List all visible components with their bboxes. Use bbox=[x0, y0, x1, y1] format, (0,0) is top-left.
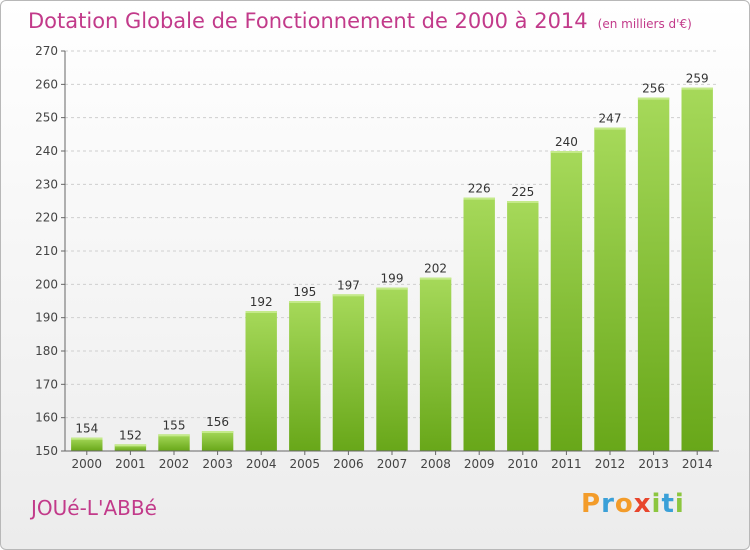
bar-highlight bbox=[594, 127, 626, 130]
y-tick-label: 180 bbox=[35, 344, 58, 358]
bar-highlight bbox=[158, 434, 190, 437]
x-tick-label: 2007 bbox=[377, 457, 408, 471]
y-tick-label: 220 bbox=[35, 211, 58, 225]
value-label: 156 bbox=[206, 415, 229, 429]
bar-highlight bbox=[245, 311, 277, 313]
y-tick-label: 250 bbox=[35, 111, 58, 125]
x-tick-label: 2010 bbox=[508, 457, 539, 471]
value-label: 240 bbox=[555, 135, 578, 149]
bar-2000 bbox=[71, 437, 103, 451]
x-tick-label: 2008 bbox=[420, 457, 451, 471]
x-tick-label: 2013 bbox=[638, 457, 669, 471]
bar-2014 bbox=[681, 87, 713, 452]
bar-highlight bbox=[332, 294, 365, 297]
x-tick-label: 2002 bbox=[159, 457, 190, 471]
bar-2001 bbox=[114, 444, 147, 451]
x-tick-label: 2009 bbox=[464, 457, 495, 471]
value-label: 225 bbox=[511, 185, 534, 199]
bar-highlight bbox=[681, 87, 713, 90]
x-tick-label: 2014 bbox=[682, 457, 713, 471]
y-tick-label: 190 bbox=[35, 311, 58, 325]
bar-highlight bbox=[114, 444, 147, 447]
value-label: 256 bbox=[642, 82, 665, 96]
value-label: 259 bbox=[686, 72, 709, 86]
y-tick-label: 230 bbox=[35, 177, 58, 191]
value-label: 199 bbox=[381, 272, 404, 286]
y-tick-label: 260 bbox=[35, 77, 58, 91]
y-tick-label: 210 bbox=[35, 244, 58, 258]
bar-2010 bbox=[507, 201, 539, 451]
y-tick-label: 170 bbox=[35, 377, 58, 391]
chart-title: Dotation Globale de Fonctionnement de 20… bbox=[28, 9, 692, 33]
bar-2006 bbox=[332, 294, 365, 451]
value-label: 195 bbox=[293, 285, 316, 299]
bar-highlight bbox=[550, 151, 583, 153]
x-tick-label: 2011 bbox=[551, 457, 582, 471]
value-label: 202 bbox=[424, 262, 447, 276]
x-tick-label: 2005 bbox=[290, 457, 321, 471]
bar-2005 bbox=[289, 301, 321, 451]
bar-2013 bbox=[637, 97, 670, 452]
x-tick-label: 2006 bbox=[333, 457, 364, 471]
bar-highlight bbox=[71, 437, 103, 440]
value-label: 192 bbox=[250, 295, 273, 309]
bar-highlight bbox=[637, 97, 670, 100]
chart-subtitle: (en milliers d'€) bbox=[597, 17, 692, 31]
value-label: 152 bbox=[119, 428, 142, 442]
bar-2004 bbox=[245, 311, 277, 451]
x-tick-label: 2000 bbox=[72, 457, 103, 471]
proxiti-logo: Proxiti bbox=[581, 489, 685, 519]
x-tick-label: 2001 bbox=[115, 457, 146, 471]
bar-2009 bbox=[463, 197, 495, 451]
bar-highlight bbox=[419, 277, 452, 280]
y-tick-label: 160 bbox=[35, 411, 58, 425]
x-tick-label: 2004 bbox=[246, 457, 277, 471]
y-tick-label: 240 bbox=[35, 144, 58, 158]
bar-2011 bbox=[550, 151, 583, 451]
value-label: 155 bbox=[163, 418, 186, 432]
x-tick-label: 2012 bbox=[595, 457, 626, 471]
chart-title-text: Dotation Globale de Fonctionnement de 20… bbox=[28, 9, 588, 33]
bar-highlight bbox=[463, 197, 495, 200]
bar-2003 bbox=[201, 431, 234, 451]
y-tick-label: 270 bbox=[35, 44, 58, 58]
bar-2007 bbox=[376, 287, 408, 451]
value-label: 247 bbox=[599, 112, 622, 126]
x-tick-label: 2003 bbox=[202, 457, 233, 471]
bar-highlight bbox=[376, 287, 408, 290]
value-label: 197 bbox=[337, 278, 360, 292]
bar-2012 bbox=[594, 127, 626, 452]
bar-highlight bbox=[507, 201, 539, 203]
bar-highlight bbox=[289, 301, 321, 303]
value-label: 154 bbox=[75, 422, 98, 436]
y-tick-label: 150 bbox=[35, 444, 58, 458]
bar-2008 bbox=[419, 277, 452, 451]
y-tick-label: 200 bbox=[35, 277, 58, 291]
bar-2002 bbox=[158, 434, 190, 451]
value-label: 226 bbox=[468, 182, 491, 196]
commune-name: JOUé-L'ABBé bbox=[31, 496, 157, 520]
bar-highlight bbox=[201, 431, 234, 433]
